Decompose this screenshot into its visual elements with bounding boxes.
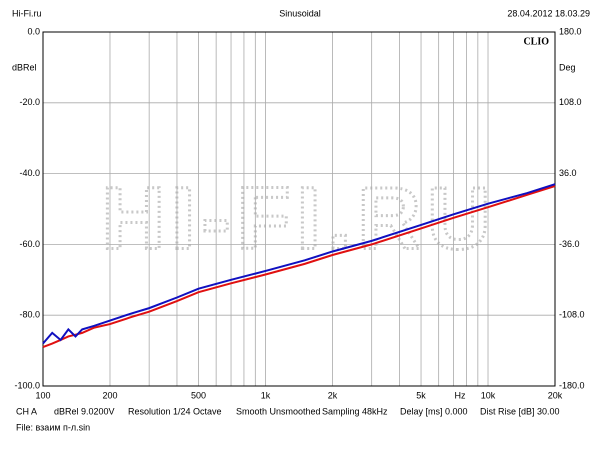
file-name: File: взаим п-л.sin: [16, 422, 90, 432]
footer-text: Resolution 1/24 Octave: [128, 406, 222, 416]
footer-text: Delay [ms] 0.000: [400, 406, 468, 416]
x-tick-label: 100: [35, 390, 50, 400]
header-text: 28.04.2012 18.03.29: [507, 8, 590, 18]
y-tick-label: -40.0: [19, 168, 40, 178]
x-tick-label: 2k: [328, 390, 338, 400]
y2-tick-label: 36.0: [559, 168, 577, 178]
x-tick-label: 5k: [416, 390, 426, 400]
series-line: [42, 183, 556, 345]
x-tick-label: 1k: [261, 390, 271, 400]
x-tick-label: 500: [191, 390, 206, 400]
footer-text: Sampling 48kHz: [322, 406, 388, 416]
y2-tick-label: -108.0: [559, 310, 585, 320]
y-tick-label: 0.0: [27, 26, 40, 36]
header-text: Hi-Fi.ru: [12, 8, 42, 18]
x-tick-label: 10k: [481, 390, 496, 400]
x-tick-label: 20k: [548, 390, 563, 400]
x-axis-label: Hz: [455, 390, 466, 400]
y2-tick-label: 108.0: [559, 97, 582, 107]
plot-frame: [42, 31, 556, 387]
y-axis-label: dBRel: [12, 62, 37, 72]
y-tick-label: -100.0: [14, 380, 40, 390]
series-line: [42, 185, 556, 348]
y-tick-label: -20.0: [19, 97, 40, 107]
footer-text: CH A: [16, 406, 37, 416]
y2-axis-label: Deg: [559, 62, 576, 72]
footer-text: Smooth Unsmoothed: [236, 406, 321, 416]
y2-tick-label: 180.0: [559, 26, 582, 36]
y2-tick-label: -36.0: [559, 239, 580, 249]
brand: CLIO: [523, 36, 549, 47]
footer-text: dBRel 9.0200V: [54, 406, 115, 416]
x-tick-label: 200: [102, 390, 117, 400]
header-text: Sinusoidal: [279, 8, 321, 18]
y-tick-label: -60.0: [19, 239, 40, 249]
y2-tick-label: -180.0: [559, 380, 585, 390]
footer-text: Dist Rise [dB] 30.00: [480, 406, 560, 416]
y-tick-label: -80.0: [19, 310, 40, 320]
watermark: HI-FI.RU: [101, 168, 496, 267]
